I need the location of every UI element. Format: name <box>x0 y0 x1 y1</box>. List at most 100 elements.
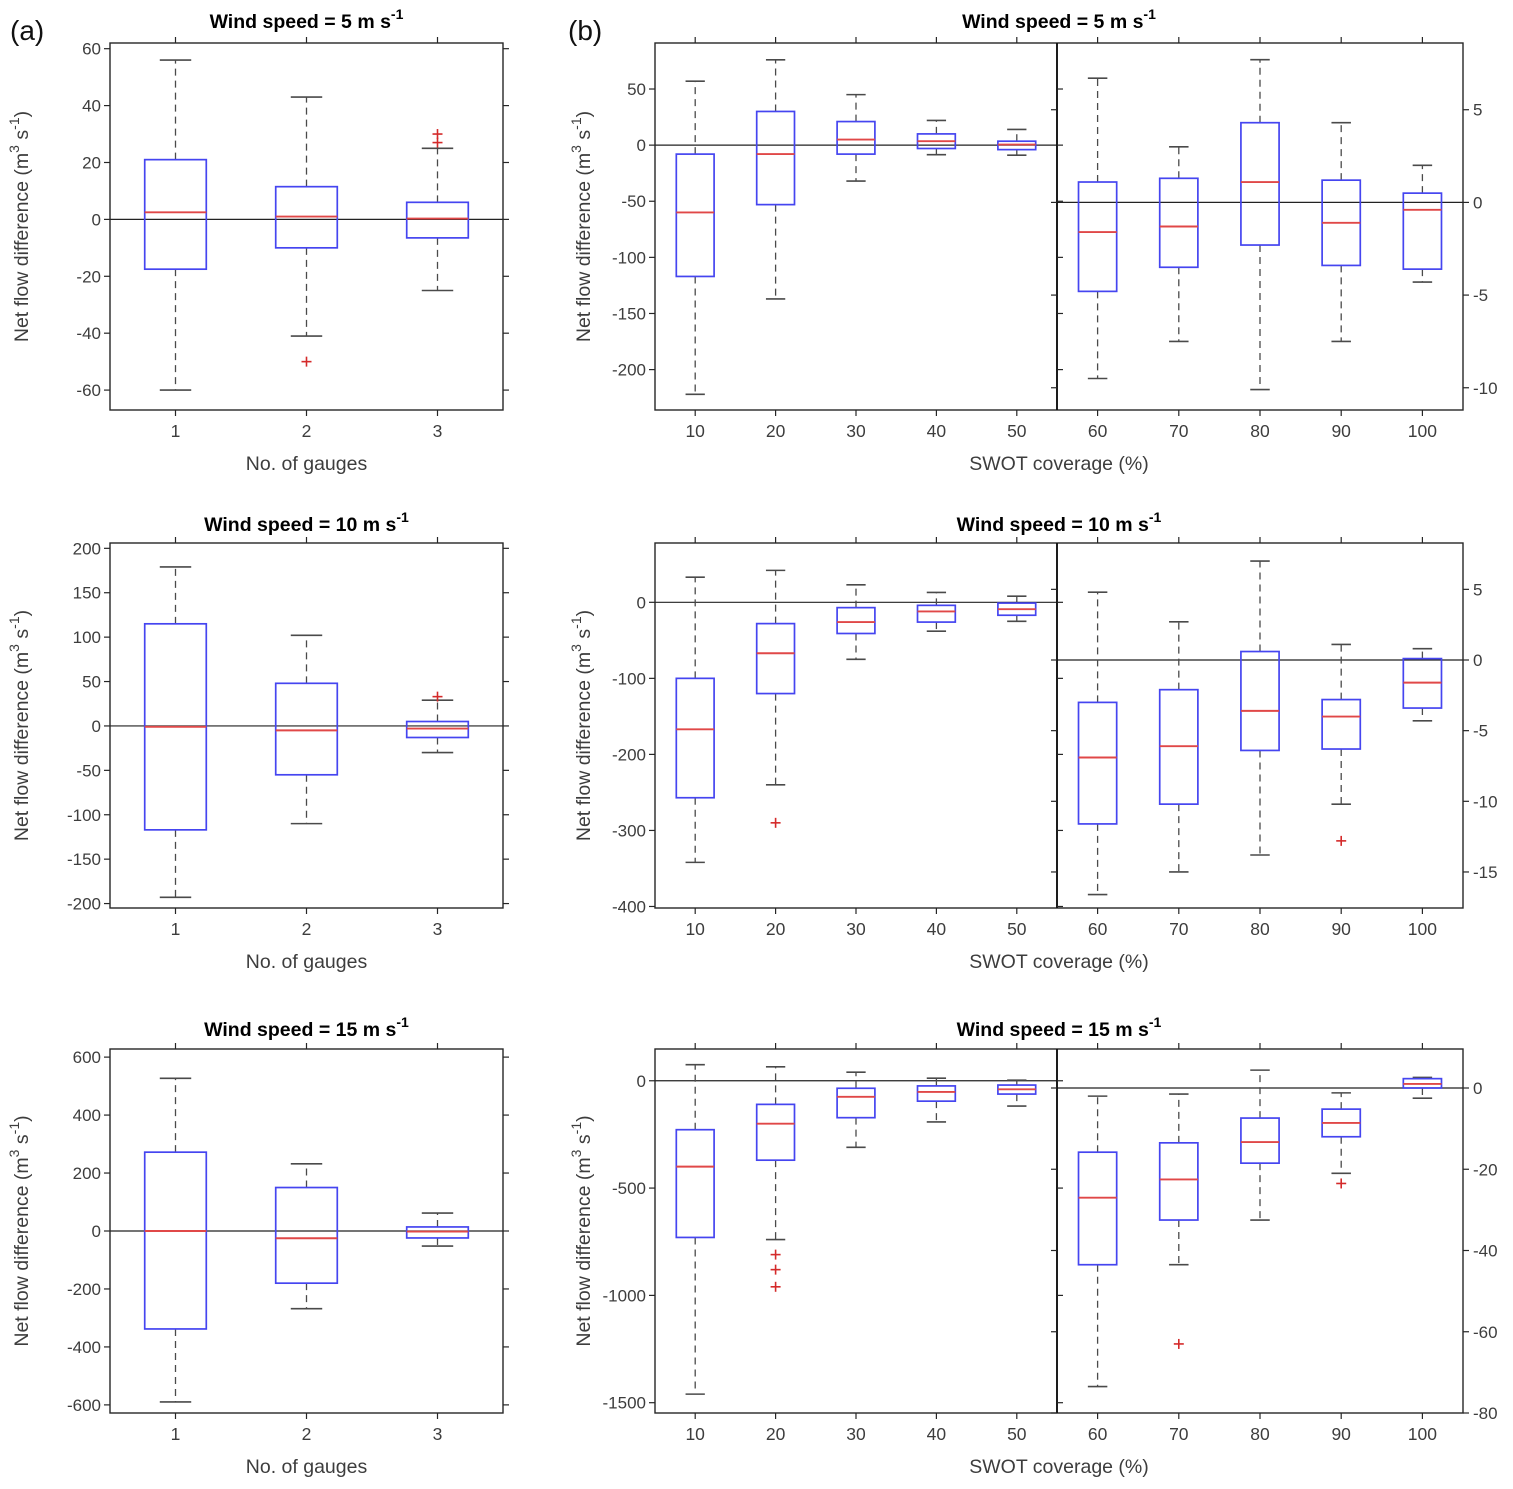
box-rect <box>1077 1151 1118 1266</box>
y-tick-label: 40 <box>82 97 101 116</box>
box-group-20 <box>755 569 796 828</box>
x-tick-label: 70 <box>1169 919 1189 939</box>
y-tick-label: -100 <box>612 248 646 267</box>
x-tick-label: 30 <box>846 919 866 939</box>
y-tick-label: 5 <box>1473 580 1482 599</box>
y-tick-label: -40 <box>1473 1242 1498 1261</box>
y-tick-label: 150 <box>73 584 101 603</box>
x-tick-label: 100 <box>1408 421 1437 441</box>
y-tick-label: -100 <box>67 806 101 825</box>
y-tick-label: -20 <box>1473 1160 1498 1179</box>
y-tick-label: -400 <box>67 1338 101 1357</box>
y-tick-label: 5 <box>1473 101 1482 120</box>
x-tick-label: 20 <box>766 919 786 939</box>
box-rect <box>916 1085 957 1103</box>
y-tick-label: -1500 <box>603 1394 646 1413</box>
y-tick-label: 0 <box>92 717 101 736</box>
x-tick-label: 90 <box>1331 1424 1351 1444</box>
box-rect <box>1240 650 1280 752</box>
y-tick-label: 0 <box>92 210 101 229</box>
y-tick-label: 0 <box>92 1222 101 1241</box>
y-tick-label: -400 <box>612 897 646 916</box>
subplot-b-ws15: 0 -500 -1000 -1500 0 -20 -40 -60 -80 10 20 30 40 50 60… <box>568 1014 1497 1478</box>
box-group-80 <box>1240 560 1280 856</box>
y-tick-label: -60 <box>76 381 101 400</box>
y-tick-label: -100 <box>612 669 646 688</box>
box-group-1 <box>143 1077 208 1403</box>
x-tick-label: 90 <box>1331 421 1351 441</box>
x-tick-label: 50 <box>1007 421 1027 441</box>
y-tick-label: -10 <box>1473 792 1498 811</box>
y-tick-label: -50 <box>76 761 101 780</box>
x-tick-label: 2 <box>302 919 312 939</box>
x-tick-label: 40 <box>927 919 947 939</box>
x-tick-label: 30 <box>846 1424 866 1444</box>
box-rect <box>1158 177 1199 269</box>
box-group-90 <box>1321 1092 1362 1189</box>
axis-frame <box>654 42 1464 411</box>
subplot-a-ws10: -200 -150 -100 -50 0 50 100 150 200 1 2 3 Wind speed… <box>6 509 509 973</box>
box-group-20 <box>755 1066 796 1292</box>
box-group-20 <box>755 59 796 300</box>
box-rect <box>143 1151 208 1330</box>
x-tick-label: 60 <box>1088 1424 1108 1444</box>
box-rect <box>274 1186 339 1285</box>
y-tick-label: 0 <box>637 593 646 612</box>
box-rect <box>836 120 876 155</box>
box-group-60 <box>1077 591 1118 896</box>
box-group-30 <box>836 584 876 661</box>
x-tick-label: 1 <box>171 421 181 441</box>
y-tick-label: 0 <box>637 136 646 155</box>
box-group-10 <box>675 576 715 864</box>
y-axis-label: Net flow difference (m3 s-1) <box>568 111 595 342</box>
box-group-2 <box>274 634 339 825</box>
box-group-50 <box>997 128 1037 157</box>
y-tick-label: -20 <box>76 267 101 286</box>
y-axis-label: Net flow difference (m3 s-1) <box>6 610 33 841</box>
x-tick-label: 2 <box>302 421 312 441</box>
subplot-title: Wind speed = 5 m s-1 <box>962 6 1156 33</box>
subplot-title: Wind speed = 10 m s-1 <box>957 509 1162 536</box>
y-axis-label: Net flow difference (m3 s-1) <box>568 610 595 841</box>
x-axis-label: No. of gauges <box>246 1456 368 1478</box>
box-group-90 <box>1321 643 1362 846</box>
box-group-40 <box>916 119 957 156</box>
box-rect <box>675 677 715 799</box>
box-group-1 <box>143 59 208 391</box>
x-tick-label: 10 <box>685 919 705 939</box>
box-group-3 <box>405 1212 470 1247</box>
box-group-40 <box>916 1077 957 1123</box>
subplot-title: Wind speed = 10 m s-1 <box>204 509 409 536</box>
box-group-100 <box>1402 1076 1443 1099</box>
y-tick-label: 0 <box>1473 1079 1482 1098</box>
box-group-70 <box>1158 621 1199 873</box>
subplot-title: Wind speed = 5 m s-1 <box>210 6 404 33</box>
x-axis-label: SWOT coverage (%) <box>969 1456 1149 1478</box>
box-rect <box>405 201 470 239</box>
y-tick-label: -200 <box>612 361 646 380</box>
y-tick-label: 0 <box>1473 193 1482 212</box>
x-tick-label: 70 <box>1169 421 1189 441</box>
y-tick-label: -1000 <box>603 1286 646 1305</box>
x-tick-label: 1 <box>171 919 181 939</box>
box-rect <box>1077 701 1118 825</box>
y-axis-label: Net flow difference (m3 s-1) <box>568 1115 595 1346</box>
box-group-100 <box>1402 164 1443 283</box>
x-tick-label: 2 <box>302 1424 312 1444</box>
y-tick-label: -5 <box>1473 286 1488 305</box>
x-tick-label: 20 <box>766 421 786 441</box>
box-rect <box>1240 121 1280 246</box>
subplot-title: Wind speed = 15 m s-1 <box>204 1014 409 1041</box>
box-rect <box>755 622 796 695</box>
box-rect <box>1077 181 1118 293</box>
y-tick-label: -80 <box>1473 1404 1498 1423</box>
y-tick-label: 60 <box>82 40 101 59</box>
box-rect <box>675 153 715 278</box>
y-tick-label: -40 <box>76 324 101 343</box>
subplot-a-ws15: -600 -400 -200 0 200 400 600 1 2 3 Wind speed = 15… <box>6 1014 509 1478</box>
box-group-100 <box>1402 647 1443 722</box>
box-group-50 <box>997 595 1037 623</box>
